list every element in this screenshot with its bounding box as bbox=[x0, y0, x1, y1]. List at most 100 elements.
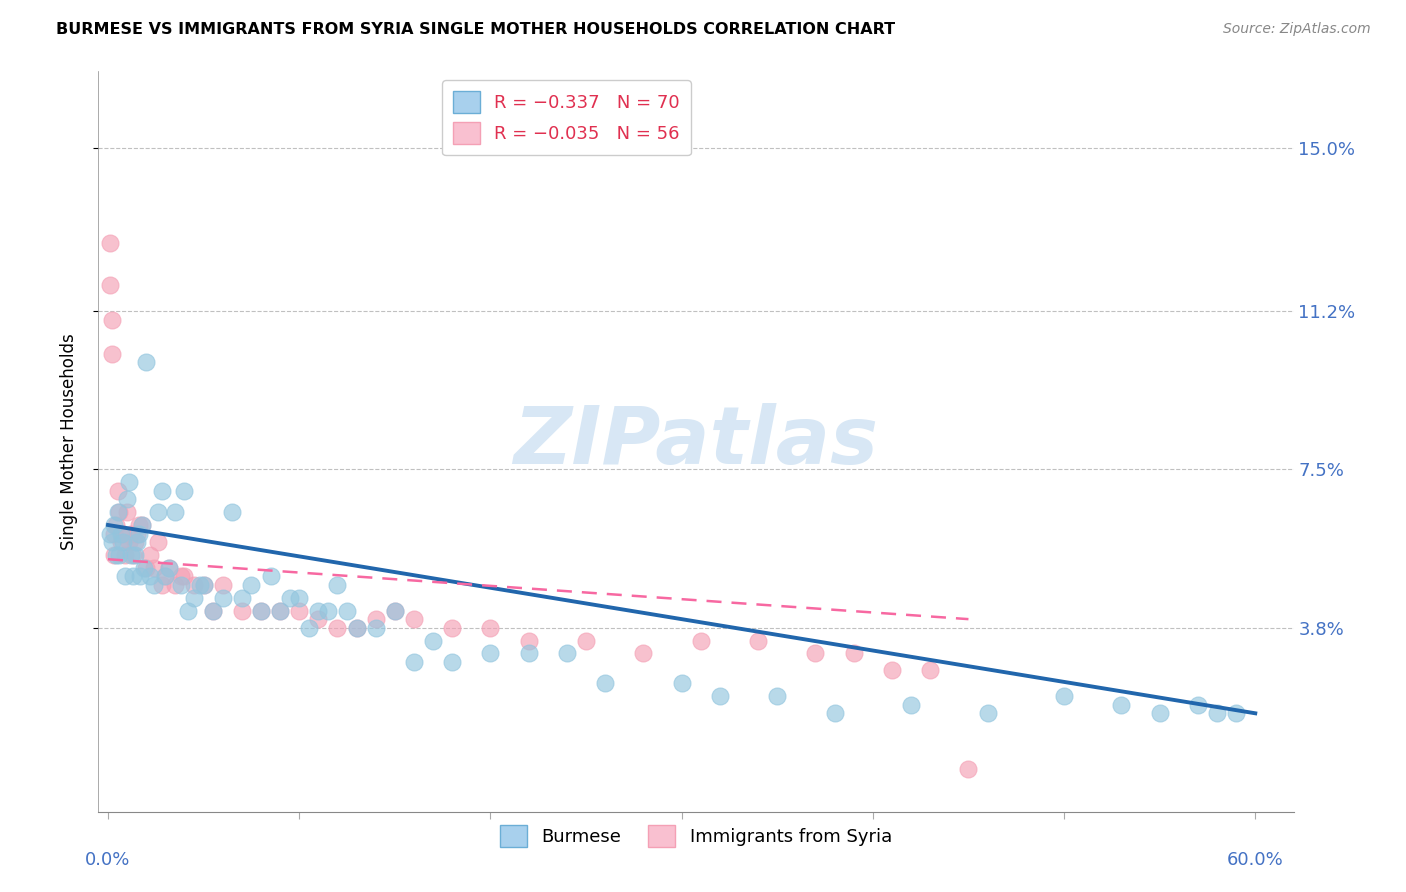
Point bbox=[129, 569, 152, 583]
Text: 0.0%: 0.0% bbox=[86, 851, 131, 869]
Point bbox=[173, 483, 195, 498]
Point bbox=[103, 518, 125, 533]
Point bbox=[142, 561, 165, 575]
Point bbox=[101, 535, 124, 549]
Text: 60.0%: 60.0% bbox=[1227, 851, 1284, 869]
Point bbox=[441, 621, 464, 635]
Point bbox=[211, 591, 233, 605]
Point bbox=[957, 762, 980, 776]
Point bbox=[336, 604, 359, 618]
Point bbox=[125, 526, 148, 541]
Point bbox=[1111, 698, 1133, 712]
Point bbox=[108, 548, 131, 562]
Point bbox=[121, 548, 143, 562]
Point bbox=[555, 646, 578, 660]
Point bbox=[114, 569, 136, 583]
Point bbox=[364, 612, 387, 626]
Point bbox=[269, 604, 291, 618]
Point bbox=[150, 483, 173, 498]
Point bbox=[747, 633, 769, 648]
Point bbox=[364, 621, 387, 635]
Point bbox=[193, 578, 215, 592]
Point bbox=[98, 278, 121, 293]
Point bbox=[157, 561, 180, 575]
Point bbox=[326, 621, 349, 635]
Point bbox=[422, 633, 444, 648]
Point bbox=[575, 633, 598, 648]
Point bbox=[142, 578, 165, 592]
Point bbox=[124, 535, 146, 549]
Point bbox=[114, 548, 136, 562]
Point bbox=[288, 591, 311, 605]
Point bbox=[173, 569, 195, 583]
Point bbox=[169, 578, 191, 592]
Point bbox=[202, 604, 225, 618]
Point bbox=[183, 591, 205, 605]
Point bbox=[804, 646, 827, 660]
Point bbox=[307, 612, 329, 626]
Point bbox=[98, 235, 121, 250]
Point bbox=[221, 505, 243, 519]
Point bbox=[193, 578, 215, 592]
Text: ZIPatlas: ZIPatlas bbox=[513, 402, 879, 481]
Point bbox=[108, 505, 131, 519]
Point bbox=[134, 561, 156, 575]
Point bbox=[157, 561, 180, 575]
Point bbox=[1206, 706, 1229, 721]
Point bbox=[135, 561, 157, 575]
Point bbox=[163, 578, 186, 592]
Point bbox=[346, 621, 368, 635]
Point bbox=[517, 633, 540, 648]
Point bbox=[103, 526, 125, 541]
Point bbox=[517, 646, 540, 660]
Point bbox=[316, 604, 339, 618]
Point bbox=[107, 483, 129, 498]
Point bbox=[177, 604, 200, 618]
Point bbox=[169, 569, 191, 583]
Point bbox=[976, 706, 998, 721]
Point bbox=[188, 578, 211, 592]
Point bbox=[298, 621, 321, 635]
Point bbox=[131, 518, 153, 533]
Point bbox=[900, 698, 922, 712]
Point bbox=[240, 578, 263, 592]
Point bbox=[278, 591, 301, 605]
Point bbox=[110, 535, 132, 549]
Point bbox=[146, 505, 169, 519]
Point bbox=[139, 548, 162, 562]
Point bbox=[115, 505, 138, 519]
Point bbox=[98, 526, 121, 541]
Point bbox=[139, 569, 162, 583]
Text: Source: ZipAtlas.com: Source: ZipAtlas.com bbox=[1223, 22, 1371, 37]
Point bbox=[1225, 706, 1247, 721]
Point bbox=[384, 604, 406, 618]
Point bbox=[824, 706, 846, 721]
Point bbox=[842, 646, 865, 660]
Point bbox=[124, 548, 146, 562]
Point bbox=[135, 355, 157, 369]
Point bbox=[101, 347, 124, 361]
Point bbox=[479, 621, 502, 635]
Point bbox=[211, 578, 233, 592]
Point bbox=[183, 578, 205, 592]
Point bbox=[155, 569, 177, 583]
Point bbox=[101, 312, 124, 326]
Point bbox=[1187, 698, 1209, 712]
Point bbox=[402, 655, 425, 669]
Point bbox=[250, 604, 273, 618]
Point bbox=[689, 633, 711, 648]
Point bbox=[104, 518, 127, 533]
Point bbox=[250, 604, 273, 618]
Point bbox=[110, 526, 132, 541]
Point bbox=[593, 676, 616, 690]
Point bbox=[112, 535, 135, 549]
Y-axis label: Single Mother Households: Single Mother Households bbox=[59, 334, 77, 549]
Point bbox=[259, 569, 281, 583]
Point bbox=[120, 526, 142, 541]
Point bbox=[112, 526, 135, 541]
Point bbox=[231, 591, 253, 605]
Point bbox=[120, 548, 142, 562]
Point bbox=[671, 676, 693, 690]
Point bbox=[633, 646, 655, 660]
Point bbox=[131, 518, 153, 533]
